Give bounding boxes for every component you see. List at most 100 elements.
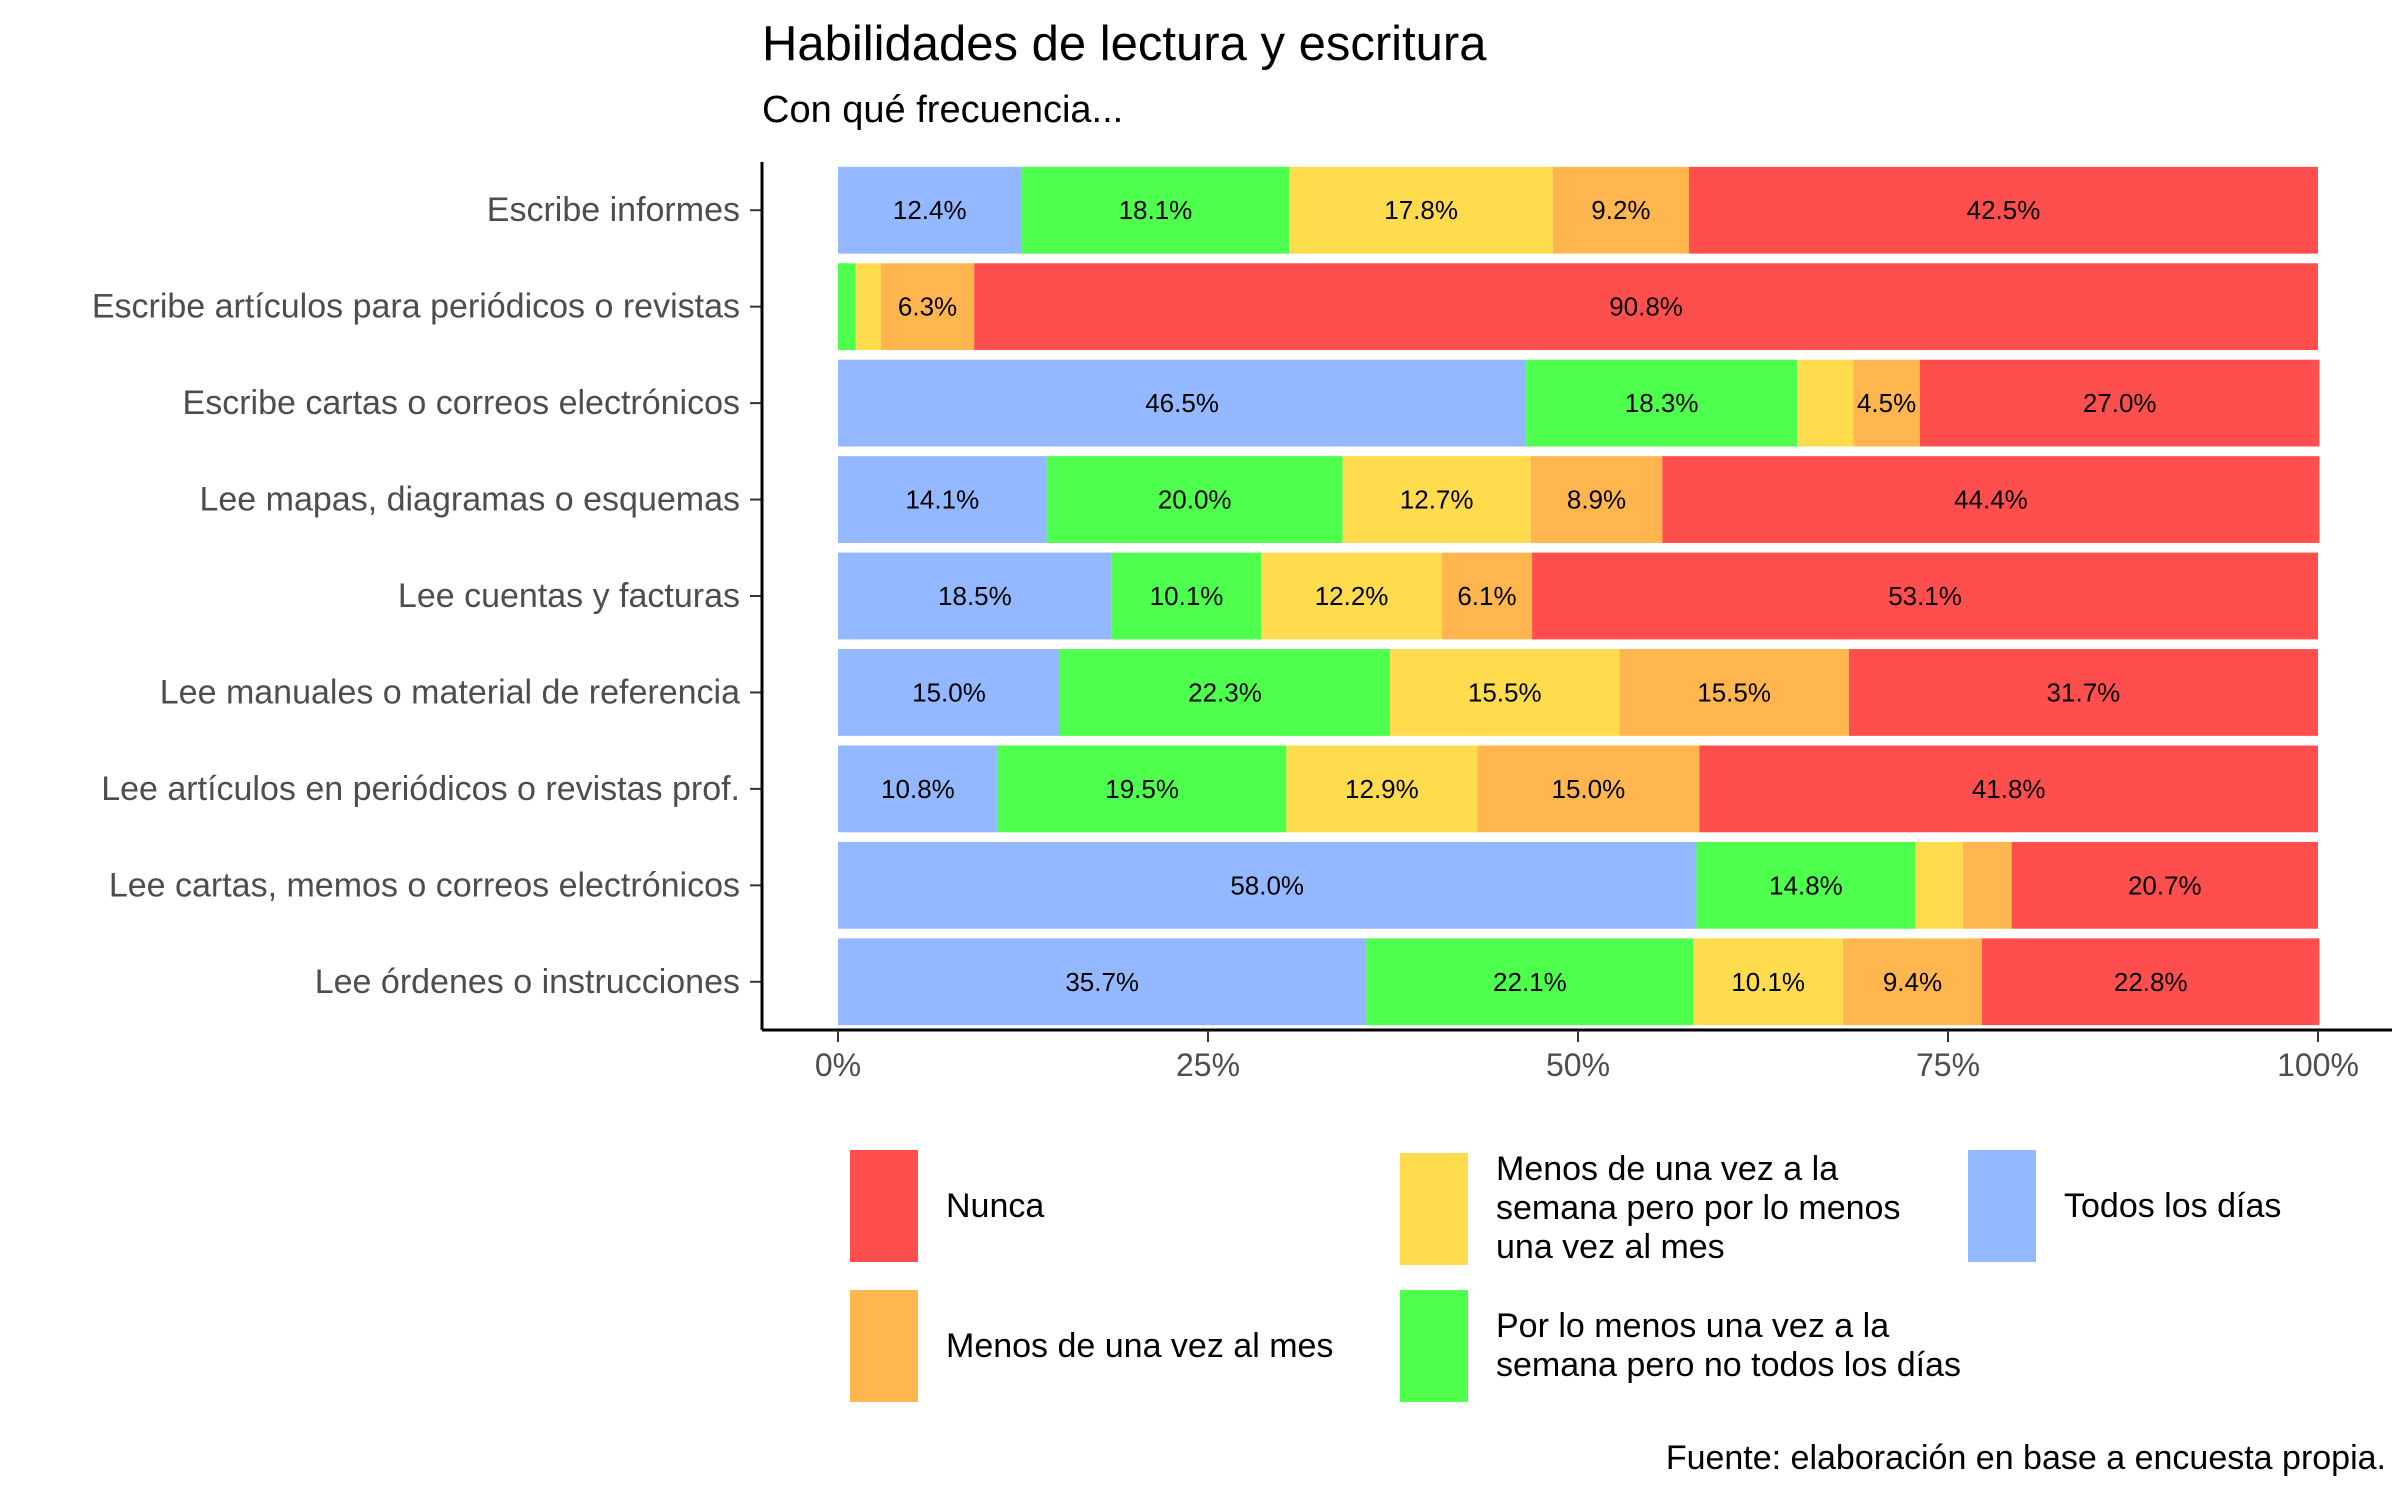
bar-segment bbox=[1915, 841, 1963, 929]
bar-segment bbox=[1532, 552, 2318, 640]
data-label: 14.1% bbox=[905, 485, 979, 515]
bar-segment bbox=[838, 166, 1022, 254]
legend-swatch bbox=[1968, 1150, 2036, 1262]
data-label: 8.9% bbox=[1567, 485, 1626, 515]
bar-segment bbox=[1919, 359, 2320, 447]
bar-segment bbox=[1477, 745, 1700, 833]
x-tick-label: 25% bbox=[1176, 1047, 1240, 1083]
bar-segment bbox=[1797, 359, 1854, 447]
bar-segment bbox=[1342, 456, 1531, 543]
x-tick-label: 50% bbox=[1546, 1047, 1610, 1083]
bars-layer bbox=[838, 166, 2320, 1026]
category-label: Lee artículos en periódicos o revistas p… bbox=[101, 770, 740, 808]
category-label: Escribe artículos para periódicos o revi… bbox=[92, 288, 740, 326]
bar-segment bbox=[1552, 166, 1689, 254]
bar-segment bbox=[1261, 552, 1442, 640]
bar-segment bbox=[1842, 938, 1983, 1026]
bar-segment bbox=[838, 359, 1527, 447]
data-label: 12.9% bbox=[1345, 774, 1419, 804]
data-label: 31.7% bbox=[2047, 677, 2121, 707]
data-label: 20.0% bbox=[1158, 485, 1232, 515]
data-label: 15.5% bbox=[1468, 677, 1542, 707]
x-tick-label: 0% bbox=[815, 1047, 861, 1083]
bar-segment bbox=[2011, 841, 2318, 929]
data-label: 12.4% bbox=[893, 195, 967, 225]
bar-segment bbox=[838, 552, 1112, 640]
bar-segment bbox=[1982, 938, 2320, 1026]
legend-label: Todos los días bbox=[2064, 1186, 2282, 1225]
bar-segment bbox=[1441, 552, 1533, 640]
category-label: Lee cuentas y facturas bbox=[398, 577, 740, 615]
data-label: 18.3% bbox=[1625, 388, 1699, 418]
category-label: Lee órdenes o instrucciones bbox=[315, 963, 740, 1001]
data-label: 20.7% bbox=[2128, 870, 2202, 900]
chart-subtitle: Con qué frecuencia... bbox=[762, 89, 1124, 131]
legend-label: Menos de una vez a la semana pero por lo… bbox=[1496, 1150, 1901, 1266]
data-label: 15.5% bbox=[1697, 677, 1771, 707]
data-label: 6.3% bbox=[898, 292, 957, 322]
data-label: 10.8% bbox=[881, 774, 955, 804]
bar-segment bbox=[1662, 456, 2320, 543]
data-label: 14.8% bbox=[1769, 870, 1843, 900]
bar-segment bbox=[1021, 166, 1290, 254]
bar-segment bbox=[838, 841, 1697, 929]
category-label: Lee cartas, memos o correos electrónicos bbox=[109, 866, 740, 904]
bar-segment bbox=[1848, 649, 2318, 736]
bar-segment bbox=[1286, 745, 1478, 833]
bar-segment bbox=[1689, 166, 2318, 254]
legend-item: Todos los días bbox=[1968, 1150, 2400, 1262]
data-label: 19.5% bbox=[1105, 774, 1179, 804]
legend-item: Menos de una vez a la semana pero por lo… bbox=[1400, 1150, 1966, 1267]
data-label: 9.2% bbox=[1591, 195, 1650, 225]
data-label: 58.0% bbox=[1230, 870, 1304, 900]
legend-swatch bbox=[1400, 1152, 1468, 1265]
category-label: Escribe cartas o correos electrónicos bbox=[183, 384, 740, 422]
data-label: 22.1% bbox=[1493, 967, 1567, 997]
bar-segment bbox=[974, 263, 2319, 351]
chart-title: Habilidades de lectura y escritura bbox=[762, 17, 1487, 71]
data-label: 44.4% bbox=[1954, 485, 2028, 515]
axes: Escribe informes Escribe artículos para p… bbox=[92, 162, 2392, 1083]
bar-segment bbox=[1526, 359, 1798, 447]
bar-segment bbox=[1289, 166, 1553, 254]
legend-item: Menos de una vez al mes bbox=[850, 1290, 1386, 1402]
bar-segment bbox=[1699, 745, 2318, 833]
data-label: 15.0% bbox=[912, 677, 986, 707]
legend-swatch bbox=[850, 1290, 918, 1402]
x-tick-label: 75% bbox=[1916, 1047, 1980, 1083]
data-label: 42.5% bbox=[1967, 195, 2041, 225]
category-label: Lee manuales o material de referencia bbox=[160, 673, 740, 711]
data-label: 4.5% bbox=[1857, 388, 1916, 418]
bar-segment bbox=[997, 745, 1287, 833]
category-label: Escribe informes bbox=[487, 191, 740, 229]
legend-label: Nunca bbox=[946, 1186, 1045, 1225]
data-label: 17.8% bbox=[1384, 195, 1458, 225]
data-label: 27.0% bbox=[2083, 388, 2157, 418]
category-label: Lee mapas, diagramas o esquemas bbox=[199, 481, 740, 519]
legend-label: Menos de una vez al mes bbox=[946, 1326, 1334, 1365]
bar-segment bbox=[1060, 649, 1391, 736]
bar-segment bbox=[1619, 649, 1849, 736]
bar-segment bbox=[838, 745, 998, 833]
bar-segment bbox=[1962, 841, 2012, 929]
bar-segment bbox=[855, 263, 881, 351]
data-label: 12.2% bbox=[1315, 581, 1389, 611]
data-labels-layer: 12.4% 18.1% 17.8% 9.2% 42.5% 6.3% 90.8% 46.5% 18… bbox=[881, 195, 2202, 997]
bar-segment bbox=[1693, 938, 1843, 1026]
legend-label: Por lo menos una vez a la semana pero no… bbox=[1496, 1307, 1961, 1384]
legend-swatch bbox=[1400, 1290, 1468, 1402]
x-tick-label: 100% bbox=[2277, 1047, 2359, 1083]
data-label: 18.1% bbox=[1119, 195, 1193, 225]
legend-item: Por lo menos una vez a la semana pero no… bbox=[1400, 1290, 1966, 1402]
data-label: 35.7% bbox=[1065, 967, 1139, 997]
data-label: 10.1% bbox=[1150, 581, 1224, 611]
data-label: 90.8% bbox=[1609, 292, 1683, 322]
bar-segment bbox=[1853, 359, 1920, 447]
bar-segment bbox=[1696, 841, 1916, 929]
bar-segment bbox=[1530, 456, 1663, 543]
data-label: 10.1% bbox=[1731, 967, 1805, 997]
chart-caption: Fuente: elaboración en base a encuesta p… bbox=[1665, 1439, 2386, 1477]
data-label: 9.4% bbox=[1883, 967, 1942, 997]
bar-segment bbox=[1390, 649, 1620, 736]
